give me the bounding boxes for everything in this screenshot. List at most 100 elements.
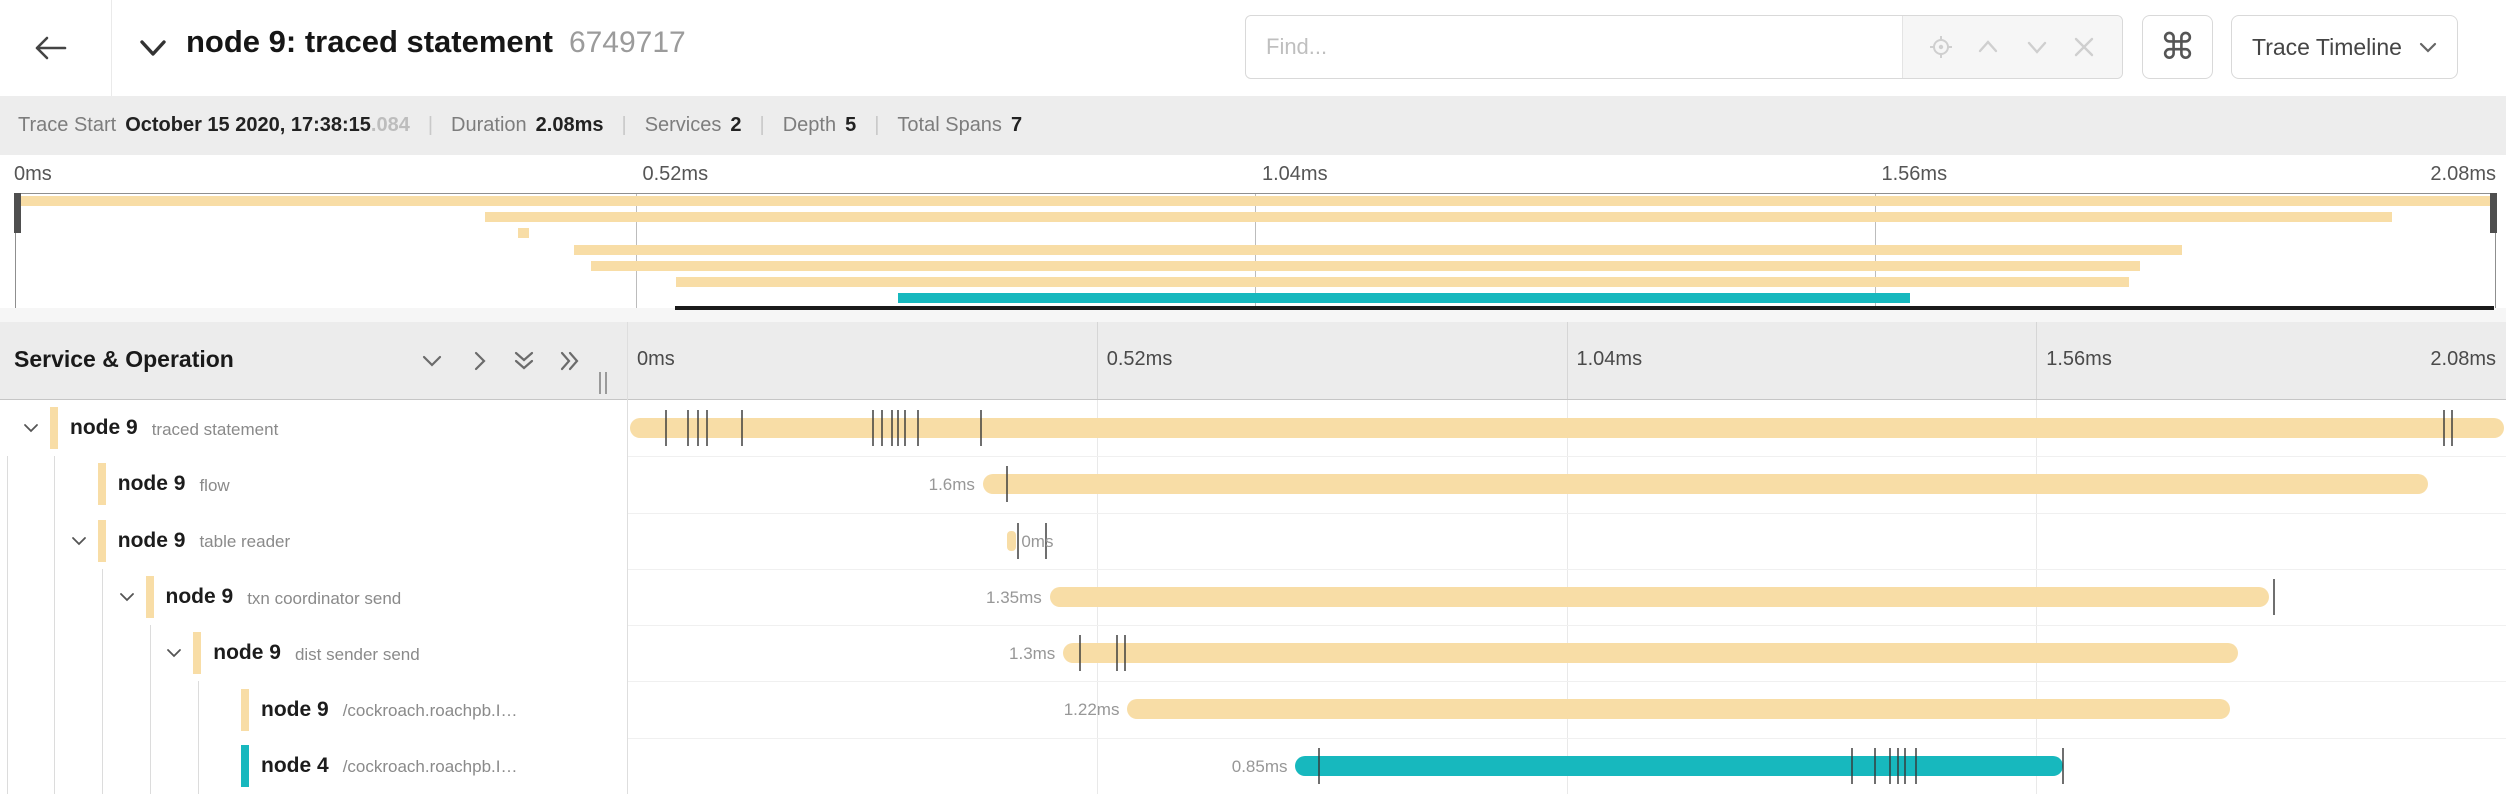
span-duration-label: 1.3ms bbox=[1009, 644, 1056, 664]
service-color-strip bbox=[241, 688, 249, 731]
chevron-down-icon[interactable] bbox=[2024, 34, 2050, 60]
trace-start-value: October 15 2020, 17:38:15 bbox=[125, 114, 371, 136]
span-row[interactable]: node 9 flow 1.6ms bbox=[0, 456, 2506, 512]
span-log-tick bbox=[1123, 635, 1126, 672]
minimap-span-bar bbox=[676, 277, 2130, 287]
operation-name: flow bbox=[199, 475, 230, 495]
timeline-header-gridline bbox=[2036, 322, 2038, 399]
span-name-group[interactable]: node 9/cockroach.roachpb.I… bbox=[261, 681, 518, 737]
timeline-axis-label: 0.52ms bbox=[1106, 348, 1173, 370]
expand-all-icon[interactable] bbox=[556, 348, 582, 374]
locate-icon[interactable] bbox=[1929, 35, 1953, 59]
find-tools bbox=[1902, 16, 2122, 78]
span-log-tick bbox=[1873, 747, 1876, 784]
span-row[interactable]: node 9/cockroach.roachpb.I… 1.22ms bbox=[0, 681, 2506, 737]
minimap-span-bar bbox=[573, 244, 2182, 255]
span-row[interactable]: node 9 dist sender send 1.3ms bbox=[0, 625, 2506, 681]
services-value: 2 bbox=[730, 114, 742, 136]
minimap-right-scrubber[interactable] bbox=[2490, 193, 2497, 233]
row-chevron-down-icon[interactable] bbox=[118, 588, 136, 606]
operation-name: table reader bbox=[199, 532, 291, 552]
span-log-tick bbox=[1017, 522, 1020, 559]
minimap-axis-label: 0ms bbox=[14, 163, 52, 185]
timeline-axis-label: 0ms bbox=[637, 348, 675, 370]
duration-value: 2.08ms bbox=[535, 114, 604, 136]
minimap-axis-label: 2.08ms bbox=[2430, 163, 2496, 185]
span-log-tick bbox=[2450, 410, 2453, 446]
operation-name: traced statement bbox=[151, 419, 279, 439]
span-log-tick bbox=[1318, 747, 1321, 784]
span-duration-bar[interactable] bbox=[1063, 643, 2238, 664]
minimap-left-scrubber[interactable] bbox=[14, 193, 21, 233]
span-name-group[interactable]: node 9 traced statement bbox=[70, 400, 278, 456]
service-name: node 9 bbox=[117, 528, 186, 552]
collapse-all-icon[interactable] bbox=[511, 348, 537, 374]
span-log-tick bbox=[1897, 747, 1900, 784]
collapse-one-icon[interactable] bbox=[419, 348, 445, 374]
service-color-strip bbox=[97, 463, 106, 506]
span-name-group[interactable]: node 9 dist sender send bbox=[213, 625, 419, 681]
span-duration-label: 1.6ms bbox=[928, 475, 975, 495]
span-row[interactable]: node 9 table reader 0ms bbox=[0, 513, 2506, 569]
span-row[interactable]: node 9 txn coordinator send 1.35ms bbox=[0, 569, 2506, 625]
operation-name: txn coordinator send bbox=[247, 588, 402, 608]
span-name-group[interactable]: node 9 txn coordinator send bbox=[166, 569, 402, 625]
close-icon[interactable] bbox=[2072, 35, 2096, 59]
row-border bbox=[627, 625, 2506, 627]
span-duration-bar[interactable] bbox=[1007, 530, 1017, 551]
span-name-group[interactable]: node 9 flow bbox=[118, 456, 230, 512]
service-name: node 9 bbox=[261, 697, 329, 721]
expand-one-icon[interactable] bbox=[466, 348, 492, 374]
column-resizer[interactable] bbox=[599, 372, 611, 399]
service-name: node 9 bbox=[117, 472, 186, 496]
row-border bbox=[627, 681, 2506, 683]
span-log-tick bbox=[916, 410, 919, 446]
find-group bbox=[1245, 15, 2123, 79]
minimap-graph[interactable] bbox=[14, 193, 2497, 310]
span-log-tick bbox=[2062, 747, 2065, 784]
span-row[interactable]: node 4/cockroach.roachpb.I… 0.85ms bbox=[0, 738, 2506, 794]
span-duration-label: 0ms bbox=[1021, 531, 1054, 551]
service-color-strip bbox=[97, 519, 106, 562]
span-duration-bar[interactable] bbox=[982, 474, 2429, 495]
keyboard-shortcuts-button[interactable]: ⌘ bbox=[2142, 15, 2213, 79]
chevron-up-icon[interactable] bbox=[1975, 34, 2001, 60]
service-color-strip bbox=[50, 407, 58, 450]
span-duration-bar[interactable] bbox=[1049, 586, 2270, 607]
tree-guide-line bbox=[102, 568, 103, 794]
span-log-tick bbox=[871, 410, 874, 446]
operation-name: /cockroach.roachpb.I… bbox=[342, 701, 518, 721]
back-button[interactable] bbox=[22, 28, 78, 68]
operation-name: /cockroach.roachpb.I… bbox=[342, 757, 518, 777]
span-log-tick bbox=[880, 410, 883, 446]
tree-guide-line bbox=[150, 625, 151, 794]
services-label: Services bbox=[644, 114, 722, 136]
span-log-tick bbox=[1851, 747, 1854, 784]
service-name: node 9 bbox=[70, 416, 138, 440]
minimap-dark-edge bbox=[674, 306, 2494, 310]
operation-name: dist sender send bbox=[294, 644, 420, 664]
chevron-down-icon bbox=[2417, 36, 2439, 58]
span-name-group[interactable]: node 4/cockroach.roachpb.I… bbox=[261, 738, 518, 794]
row-border bbox=[627, 512, 2506, 514]
tree-guide-line bbox=[7, 456, 8, 794]
span-log-tick bbox=[705, 410, 708, 446]
row-chevron-down-icon[interactable] bbox=[165, 644, 183, 662]
span-rows: node 9 traced statement node 9 flow 1.6ms nod… bbox=[0, 400, 2506, 794]
span-log-tick bbox=[890, 410, 893, 446]
span-duration-bar[interactable] bbox=[629, 418, 2504, 438]
span-log-tick bbox=[2442, 410, 2445, 446]
span-duration-bar[interactable] bbox=[1295, 755, 2064, 776]
find-input[interactable] bbox=[1246, 16, 1902, 78]
timeline-header: Service & Operation 0ms 0.52ms 1.04ms 1.56m… bbox=[0, 322, 2506, 400]
span-name-group[interactable]: node 9 table reader bbox=[118, 513, 290, 569]
span-duration-bar[interactable] bbox=[1127, 699, 2230, 720]
row-chevron-down-icon[interactable] bbox=[22, 419, 40, 437]
trace-view-dropdown[interactable]: Trace Timeline bbox=[2231, 15, 2458, 79]
row-chevron-down-icon[interactable] bbox=[70, 532, 88, 550]
span-log-tick bbox=[897, 410, 900, 446]
title-chevron-down-icon[interactable] bbox=[136, 33, 170, 63]
minimap-span-bar bbox=[19, 196, 2492, 206]
span-row[interactable]: node 9 traced statement bbox=[0, 400, 2506, 456]
